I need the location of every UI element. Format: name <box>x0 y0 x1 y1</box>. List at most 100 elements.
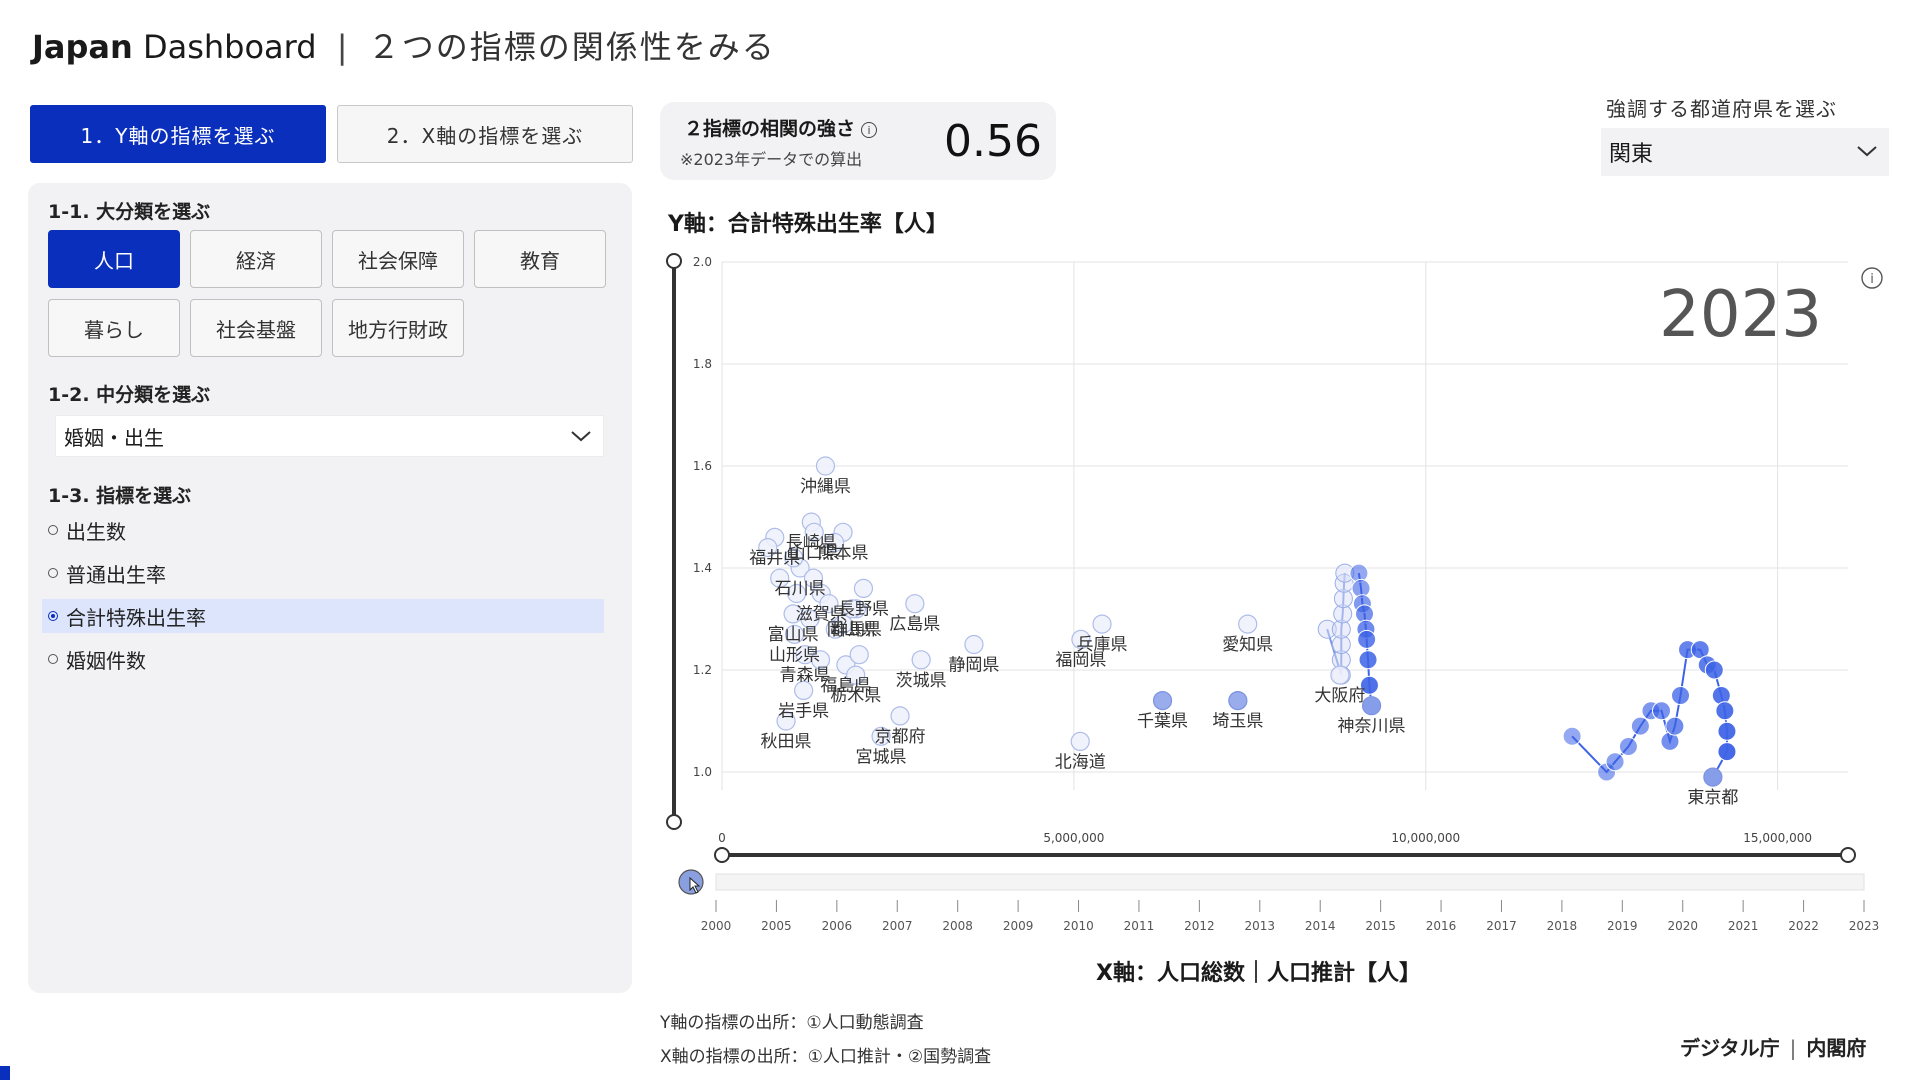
point-label: 京都府 <box>875 727 926 747</box>
indicator-option-births[interactable]: 出生数 <box>42 513 604 547</box>
category-button-education[interactable]: 教育 <box>474 230 606 288</box>
category-button-local-finance[interactable]: 地方行財政 <box>332 299 464 357</box>
data-point <box>810 650 831 670</box>
data-point <box>964 634 984 655</box>
x-tick-label: 10,000,000 <box>1391 831 1460 845</box>
point-label: 山形県 <box>769 645 820 665</box>
timeline-year-label: 2010 <box>1063 919 1094 933</box>
data-point <box>786 583 807 604</box>
trajectory-point <box>1357 629 1377 649</box>
trajectory-point <box>1331 619 1351 639</box>
category-button-economy[interactable]: 経済 <box>190 230 322 288</box>
y-slider-min-handle[interactable] <box>666 814 682 830</box>
data-point <box>1361 696 1382 716</box>
x-slider-min-handle[interactable] <box>714 847 730 863</box>
point-label: 愛知県 <box>1222 635 1273 655</box>
section-title-indicator: 1-3. 指標を選ぶ <box>48 485 192 507</box>
point-label: 熊本県 <box>818 543 869 563</box>
point-label: 福島県 <box>820 676 871 696</box>
chart-info-icon[interactable]: i <box>1861 267 1883 289</box>
point-label: 宮城県 <box>856 747 907 767</box>
point-label: 滋賀県 <box>796 605 847 625</box>
trajectory-point <box>1317 619 1337 639</box>
x-range-slider[interactable] <box>714 847 1856 863</box>
point-label: 長野県 <box>838 599 889 619</box>
point-label: 福岡県 <box>1055 650 1106 670</box>
timeline-year-label: 2005 <box>761 919 792 933</box>
indicator-label: 出生数 <box>66 519 126 544</box>
indicator-label: 普通出生率 <box>66 562 166 587</box>
data-point <box>871 726 891 746</box>
subcategory-dropdown[interactable]: 婚姻・出生 <box>55 415 604 457</box>
data-point <box>911 650 931 670</box>
point-label: 青森県 <box>780 666 831 686</box>
data-point <box>1228 690 1248 711</box>
y-tick-label: 1.6 <box>693 459 712 473</box>
timeline-year-label: 2000 <box>701 919 732 933</box>
tab-y-axis[interactable]: 1．Y軸の指標を選ぶ <box>30 105 326 163</box>
point-label: 岩手県 <box>778 701 829 721</box>
point-label: 兵庫県 <box>1077 635 1128 655</box>
timeline-year-label: 2016 <box>1426 919 1457 933</box>
x-tick-label: 15,000,000 <box>1743 831 1812 845</box>
timeline-year-label: 2015 <box>1365 919 1396 933</box>
trajectory-point <box>1665 716 1685 736</box>
timeline-year-label: 2021 <box>1728 919 1759 933</box>
year-timeline[interactable]: 2000 2005 2006 2007 2008 2009 2010 2011 2012 2013… <box>701 873 1880 933</box>
svg-text:i: i <box>1870 272 1874 287</box>
trajectory-point <box>1333 604 1353 624</box>
trajectory-point <box>1618 737 1638 756</box>
corner-accent <box>0 1066 10 1080</box>
section-title-subcategory: 1-2. 中分類を選ぶ <box>48 384 211 406</box>
point-label: 東京都 <box>1687 788 1738 808</box>
tab-x-axis[interactable]: 2．X軸の指標を選ぶ <box>337 105 633 163</box>
point-label: 石川県 <box>775 579 826 599</box>
x-tick-label: 5,000,000 <box>1043 831 1104 845</box>
y-tick-label: 1.4 <box>693 561 712 575</box>
y-tick-label: 1.2 <box>693 663 712 677</box>
point-label: 群馬県 <box>831 620 882 640</box>
data-point <box>824 532 845 553</box>
data-point <box>1703 767 1723 787</box>
category-button-social-security[interactable]: 社会保障 <box>332 230 464 288</box>
timeline-year-label: 2014 <box>1305 919 1336 933</box>
point-label: 富山県 <box>768 625 819 645</box>
x-axis-title: X軸：人口総数｜人口推計【人】 <box>1096 961 1421 986</box>
prefecture-dropdown[interactable]: 関東 <box>1601 128 1889 176</box>
timeline-year-label: 2006 <box>822 919 853 933</box>
chart-grid: 1.0 1.2 1.4 1.6 1.8 2.0 0 5,000,000 10,000,000 15… <box>693 255 1848 845</box>
data-point <box>833 614 853 634</box>
trajectory-point <box>1630 716 1650 736</box>
point-label: 栃木県 <box>830 686 881 706</box>
y-slider-max-handle[interactable] <box>666 253 682 269</box>
indicator-option-total-fertility-rate[interactable]: 合計特殊出生率 <box>42 599 604 633</box>
play-button[interactable] <box>678 869 704 895</box>
subcategory-value: 婚姻・出生 <box>64 425 164 450</box>
category-button-population[interactable]: 人口 <box>48 230 180 288</box>
correlation-value: 0.56 <box>944 116 1042 167</box>
indicator-panel: 1-1. 大分類を選ぶ 人口 経済 社会保障 教育 暮らし 社会基盤 地方行財政… <box>28 183 632 993</box>
section-title-category: 1-1. 大分類を選ぶ <box>48 201 211 223</box>
indicator-option-crude-birth-rate[interactable]: 普通出生率 <box>42 556 604 590</box>
info-icon[interactable]: i <box>861 121 878 138</box>
category-button-living[interactable]: 暮らし <box>48 299 180 357</box>
trajectory-point <box>1704 660 1724 680</box>
data-point <box>776 711 796 731</box>
category-button-infrastructure[interactable]: 社会基盤 <box>190 299 322 357</box>
y-range-slider[interactable] <box>666 253 682 830</box>
x-slider-max-handle[interactable] <box>1840 847 1856 863</box>
y-axis-title: Y軸：合計特殊出生率【人】 <box>668 212 948 237</box>
data-point <box>1152 690 1173 711</box>
point-label: 沖縄県 <box>800 477 851 497</box>
page-title: Japan Dashboard | ２つの指標の関係性をみる <box>32 22 776 68</box>
timeline-year-label: 2013 <box>1245 919 1276 933</box>
footer-organizations: デジタル庁 | 内閣府 <box>1680 1032 1866 1061</box>
radio-icon <box>48 654 58 664</box>
point-label: 岡山県 <box>827 620 878 640</box>
point-label: 大阪府 <box>1314 686 1365 706</box>
timeline-year-label: 2023 <box>1849 919 1880 933</box>
point-label: 茨城県 <box>896 671 947 691</box>
indicator-option-marriages[interactable]: 婚姻件数 <box>42 642 604 676</box>
data-point <box>815 456 836 476</box>
prefecture-value: 関東 <box>1609 142 1654 167</box>
